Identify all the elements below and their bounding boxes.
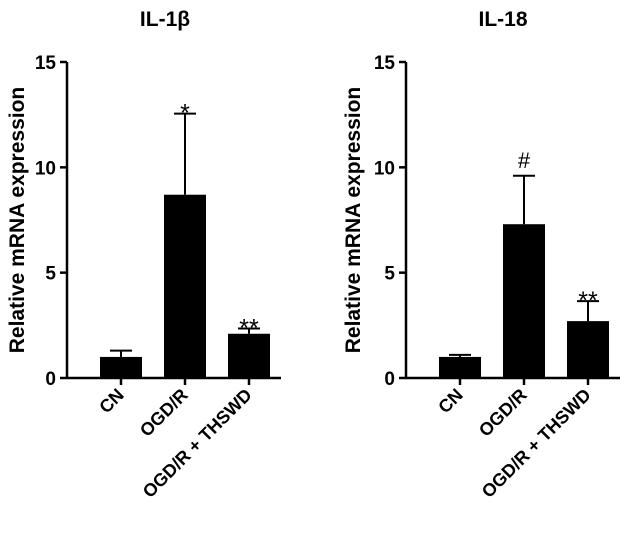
chart-panel-il-18: IL-18 Relative mRNA expression 0 5 10 15 CN #… (342, 8, 620, 502)
bar (100, 356, 142, 378)
y-tick-label: 5 (384, 264, 395, 285)
y-tick-label: 15 (35, 53, 57, 74)
bar (439, 356, 481, 378)
chart-title: IL-1β (140, 8, 190, 31)
x-tick-label: OGD/R (475, 385, 531, 441)
significance-label: ** (578, 287, 598, 315)
significance-label: * (180, 100, 190, 128)
significance-label: # (518, 148, 531, 173)
bar (228, 333, 270, 378)
x-tick-label: OGD/R (136, 385, 192, 441)
chart-marks: 0 5 10 15 CN * OGD/R ** OGD/R + THSWD (35, 53, 281, 502)
bar (164, 194, 206, 378)
bar (567, 321, 609, 378)
x-tick-label: CN (95, 385, 128, 418)
significance-label: ** (239, 314, 259, 342)
y-axis-label: Relative mRNA expression (6, 87, 29, 354)
chart-panel-il-1b: IL-1β Relative mRNA expression 0 5 10 15 CN *… (6, 8, 281, 502)
y-tick-label: 0 (384, 369, 395, 390)
y-tick-label: 10 (374, 158, 395, 179)
x-tick-label: OGD/R + THSWD (139, 385, 256, 502)
y-tick-label: 0 (45, 369, 56, 390)
chart-title: IL-18 (478, 8, 527, 31)
x-tick-label: CN (434, 385, 467, 418)
chart-marks: 0 5 10 15 CN # OGD/R ** OGD/R + THSWD (374, 53, 620, 502)
y-tick-label: 5 (45, 264, 56, 285)
y-tick-label: 15 (374, 53, 396, 74)
y-axis-label: Relative mRNA expression (342, 87, 365, 354)
x-tick-label: OGD/R + THSWD (478, 385, 595, 502)
bar (503, 224, 545, 378)
y-tick-label: 10 (35, 158, 56, 179)
